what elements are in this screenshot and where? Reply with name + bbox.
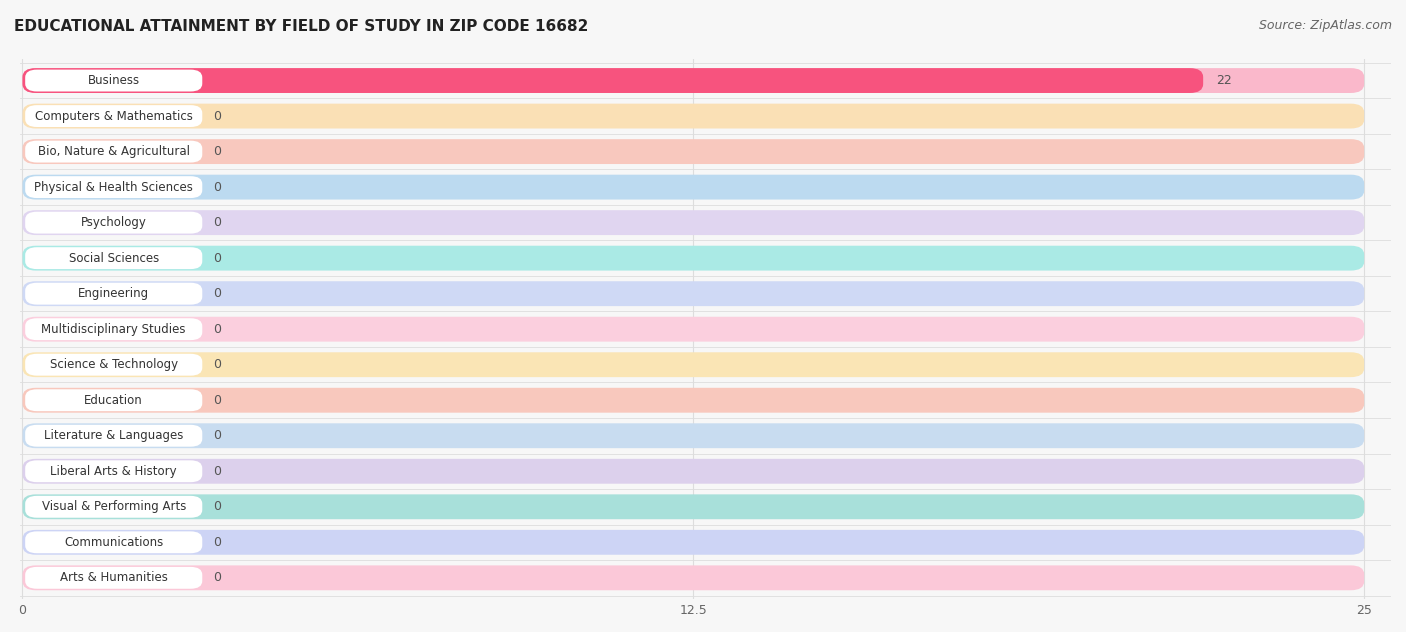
FancyBboxPatch shape bbox=[22, 352, 1364, 377]
Text: 0: 0 bbox=[212, 358, 221, 371]
FancyBboxPatch shape bbox=[22, 423, 1364, 448]
Text: 0: 0 bbox=[212, 216, 221, 229]
FancyBboxPatch shape bbox=[22, 68, 1204, 93]
Text: 0: 0 bbox=[212, 181, 221, 193]
FancyBboxPatch shape bbox=[25, 247, 202, 269]
FancyBboxPatch shape bbox=[22, 494, 1364, 520]
Text: Bio, Nature & Agricultural: Bio, Nature & Agricultural bbox=[38, 145, 190, 158]
Text: 0: 0 bbox=[212, 429, 221, 442]
Text: Business: Business bbox=[87, 74, 139, 87]
Text: Multidisciplinary Studies: Multidisciplinary Studies bbox=[41, 323, 186, 336]
FancyBboxPatch shape bbox=[22, 388, 1364, 413]
Text: Physical & Health Sciences: Physical & Health Sciences bbox=[34, 181, 193, 193]
Text: 0: 0 bbox=[212, 394, 221, 407]
FancyBboxPatch shape bbox=[25, 212, 202, 234]
Text: 0: 0 bbox=[212, 145, 221, 158]
FancyBboxPatch shape bbox=[25, 105, 202, 127]
FancyBboxPatch shape bbox=[25, 460, 202, 482]
Text: 22: 22 bbox=[1216, 74, 1232, 87]
FancyBboxPatch shape bbox=[25, 319, 202, 340]
FancyBboxPatch shape bbox=[25, 176, 202, 198]
FancyBboxPatch shape bbox=[25, 425, 202, 447]
FancyBboxPatch shape bbox=[25, 532, 202, 553]
Text: Computers & Mathematics: Computers & Mathematics bbox=[35, 109, 193, 123]
FancyBboxPatch shape bbox=[22, 210, 1364, 235]
FancyBboxPatch shape bbox=[22, 459, 1364, 483]
FancyBboxPatch shape bbox=[25, 496, 202, 518]
Text: Source: ZipAtlas.com: Source: ZipAtlas.com bbox=[1258, 19, 1392, 32]
Text: Liberal Arts & History: Liberal Arts & History bbox=[51, 465, 177, 478]
FancyBboxPatch shape bbox=[22, 566, 1364, 590]
FancyBboxPatch shape bbox=[22, 68, 1364, 93]
Text: Engineering: Engineering bbox=[79, 287, 149, 300]
Text: 0: 0 bbox=[212, 252, 221, 265]
FancyBboxPatch shape bbox=[22, 246, 1364, 270]
Text: 0: 0 bbox=[212, 501, 221, 513]
Text: Communications: Communications bbox=[65, 536, 163, 549]
FancyBboxPatch shape bbox=[25, 70, 202, 92]
Text: 0: 0 bbox=[212, 287, 221, 300]
FancyBboxPatch shape bbox=[25, 567, 202, 589]
Text: 0: 0 bbox=[212, 109, 221, 123]
Text: Arts & Humanities: Arts & Humanities bbox=[60, 571, 167, 585]
FancyBboxPatch shape bbox=[22, 104, 1364, 128]
Text: Science & Technology: Science & Technology bbox=[49, 358, 177, 371]
Text: Education: Education bbox=[84, 394, 143, 407]
FancyBboxPatch shape bbox=[22, 530, 1364, 555]
Text: Literature & Languages: Literature & Languages bbox=[44, 429, 183, 442]
Text: Psychology: Psychology bbox=[80, 216, 146, 229]
FancyBboxPatch shape bbox=[22, 174, 1364, 200]
Text: EDUCATIONAL ATTAINMENT BY FIELD OF STUDY IN ZIP CODE 16682: EDUCATIONAL ATTAINMENT BY FIELD OF STUDY… bbox=[14, 19, 589, 34]
Text: 0: 0 bbox=[212, 465, 221, 478]
FancyBboxPatch shape bbox=[22, 281, 1364, 306]
FancyBboxPatch shape bbox=[25, 141, 202, 162]
FancyBboxPatch shape bbox=[25, 389, 202, 411]
FancyBboxPatch shape bbox=[25, 354, 202, 375]
Text: 0: 0 bbox=[212, 536, 221, 549]
FancyBboxPatch shape bbox=[25, 283, 202, 305]
Text: 0: 0 bbox=[212, 571, 221, 585]
FancyBboxPatch shape bbox=[22, 139, 1364, 164]
FancyBboxPatch shape bbox=[22, 317, 1364, 342]
Text: Social Sciences: Social Sciences bbox=[69, 252, 159, 265]
Text: 0: 0 bbox=[212, 323, 221, 336]
Text: Visual & Performing Arts: Visual & Performing Arts bbox=[42, 501, 186, 513]
